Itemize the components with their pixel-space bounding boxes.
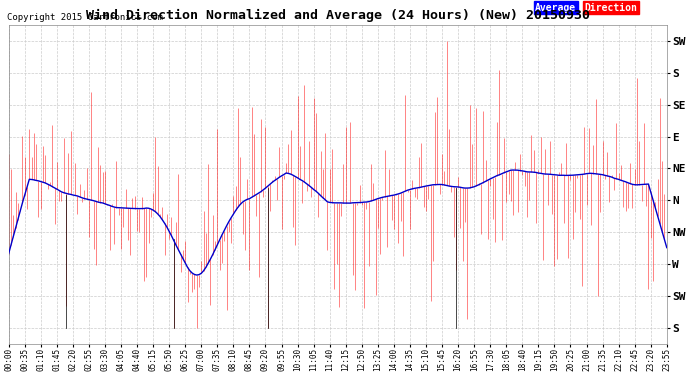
Text: Copyright 2015 Cartronics.com: Copyright 2015 Cartronics.com [7, 13, 163, 22]
Text: Direction: Direction [584, 3, 638, 12]
Text: Average: Average [535, 3, 576, 12]
Title: Wind Direction Normalized and Average (24 Hours) (New) 20150930: Wind Direction Normalized and Average (2… [86, 9, 590, 22]
